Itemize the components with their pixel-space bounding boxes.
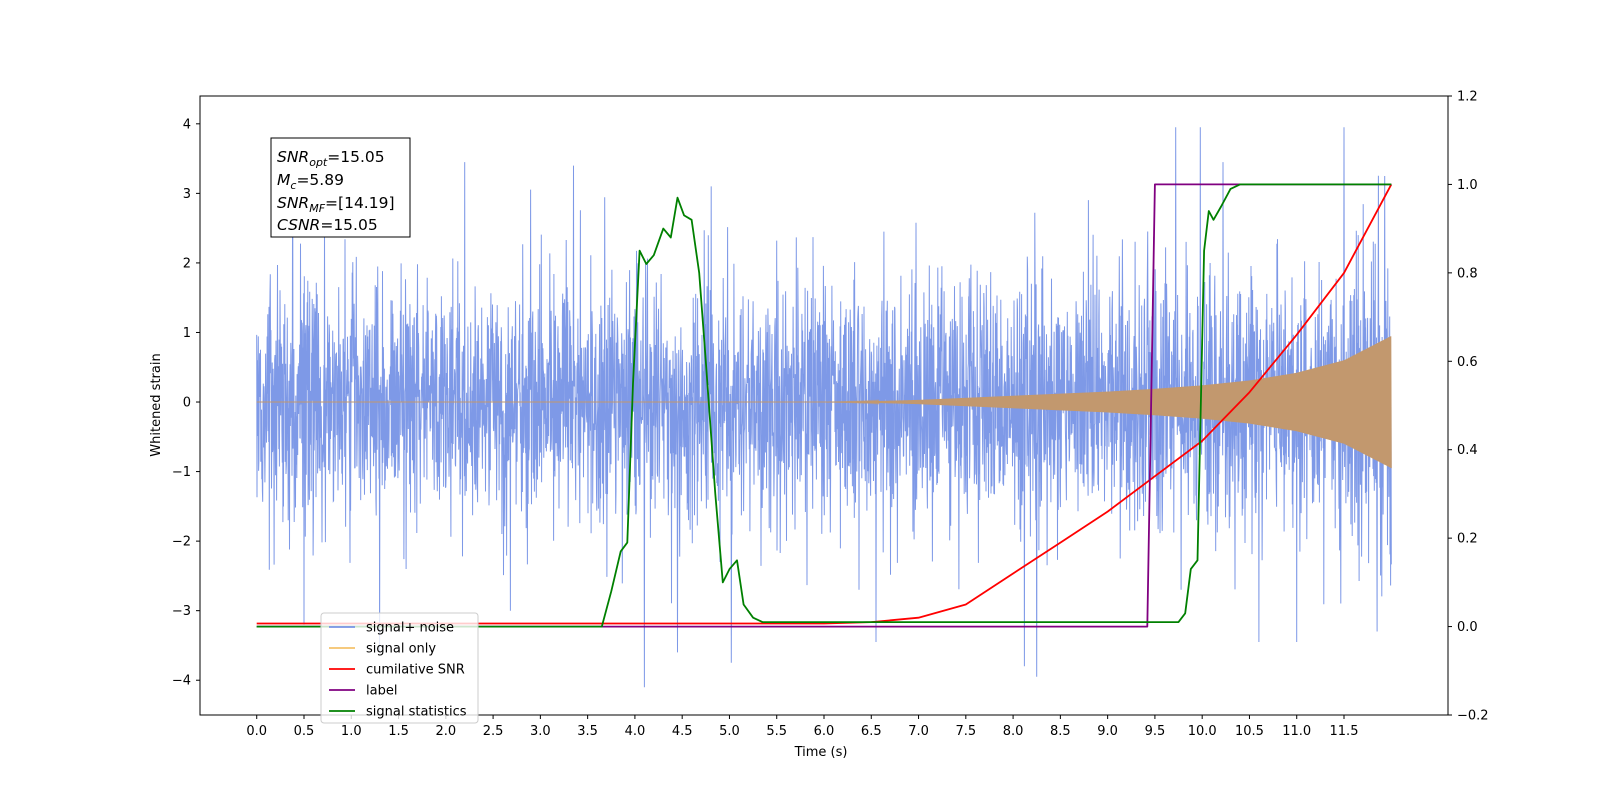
legend-frame [320, 612, 479, 724]
x-tick-label: 9.5 [1145, 724, 1166, 739]
x-tick-label: 4.0 [625, 724, 646, 739]
x-tick-label: 9.0 [1097, 724, 1118, 739]
x-tick-label: 7.0 [908, 724, 929, 739]
series-signal-noise [256, 127, 1392, 688]
y2-tick-label: 0.2 [1457, 532, 1478, 547]
y-tick-label: 3 [183, 187, 191, 202]
x-tick-label: 5.5 [766, 724, 787, 739]
x-tick-label: 4.5 [672, 724, 693, 739]
x-tick-label: 0.5 [294, 724, 315, 739]
x-tick-label: 3.5 [577, 724, 598, 739]
legend-label: signal+ noise [366, 621, 454, 636]
legend-label: signal statistics [366, 705, 467, 720]
x-axis-label: Time (s) [794, 745, 848, 760]
y2-tick-label: 0.4 [1457, 443, 1478, 458]
y2-tick-label: 1.2 [1457, 90, 1478, 105]
x-tick-label: 0.0 [246, 724, 267, 739]
y-tick-label: 4 [183, 117, 191, 132]
y-axis-label: Whitened strain [149, 353, 164, 456]
y2-tick-label: 0.6 [1457, 355, 1478, 370]
x-tick-label: 2.5 [483, 724, 504, 739]
legend-label: signal only [366, 642, 436, 657]
x-tick-label: 3.0 [530, 724, 551, 739]
x-tick-label: 8.5 [1050, 724, 1071, 739]
annotation-mc: Mc=5.89 [277, 171, 344, 192]
x-tick-label: 1.5 [388, 724, 409, 739]
legend-entries: signal+ noise signal only cumilative SNR la… [329, 621, 467, 720]
x-axis: 0.0 0.5 1.0 1.5 2.0 2.5 3.0 3.5 4.0 4.5 5.0 5.5 6.0 6… [246, 715, 1358, 739]
x-tick-label: 10.0 [1188, 724, 1217, 739]
y-tick-label: 1 [183, 326, 191, 341]
x-tick-label: 11.0 [1282, 724, 1311, 739]
y2-tick-label: 0.0 [1457, 620, 1478, 635]
annotation-snr-opt: SNRopt=15.05 [277, 148, 385, 169]
x-tick-label: 10.5 [1235, 724, 1264, 739]
y-axis-right: 1.2 1.0 0.8 0.6 0.4 0.2 0.0 −0.2 [1448, 90, 1489, 724]
annotation-box: SNRopt=15.05 Mc=5.89 SNRMF=[14.19] CSNR=… [270, 137, 411, 238]
y2-tick-label: −0.2 [1457, 709, 1489, 724]
y-tick-label: −3 [172, 604, 191, 619]
x-tick-label: 8.0 [1003, 724, 1024, 739]
y-tick-label: −2 [172, 535, 191, 550]
annotation-csnr: CSNR=15.05 [277, 216, 378, 234]
series-signal-statistics [256, 183, 1392, 628]
x-tick-label: 6.0 [814, 724, 835, 739]
y-tick-label: 2 [183, 256, 191, 271]
x-tick-label: 1.0 [341, 724, 362, 739]
x-tick-label: 11.5 [1330, 724, 1359, 739]
x-tick-label: 2.0 [435, 724, 456, 739]
x-tick-label: 7.5 [955, 724, 976, 739]
y2-tick-label: 1.0 [1457, 178, 1478, 193]
annotation-frame [270, 137, 411, 238]
y-axis-left: 4 3 2 1 0 −1 −2 −3 −4 [172, 117, 200, 689]
x-tick-label: 5.0 [719, 724, 740, 739]
y-tick-label: −4 [172, 674, 191, 689]
legend-label: cumilative SNR [366, 663, 465, 678]
x-tick-label: 6.5 [861, 724, 882, 739]
series-layer [256, 127, 1393, 688]
series-signal-only [256, 336, 1392, 469]
y-tick-label: 0 [183, 396, 191, 411]
legend-label: label [366, 684, 397, 699]
annotation-snr-mf: SNRMF=[14.19] [277, 194, 395, 215]
y2-tick-label: 0.8 [1457, 266, 1478, 281]
y-tick-label: −1 [172, 465, 191, 480]
legend: signal+ noise signal only cumilative SNR la… [320, 612, 479, 724]
